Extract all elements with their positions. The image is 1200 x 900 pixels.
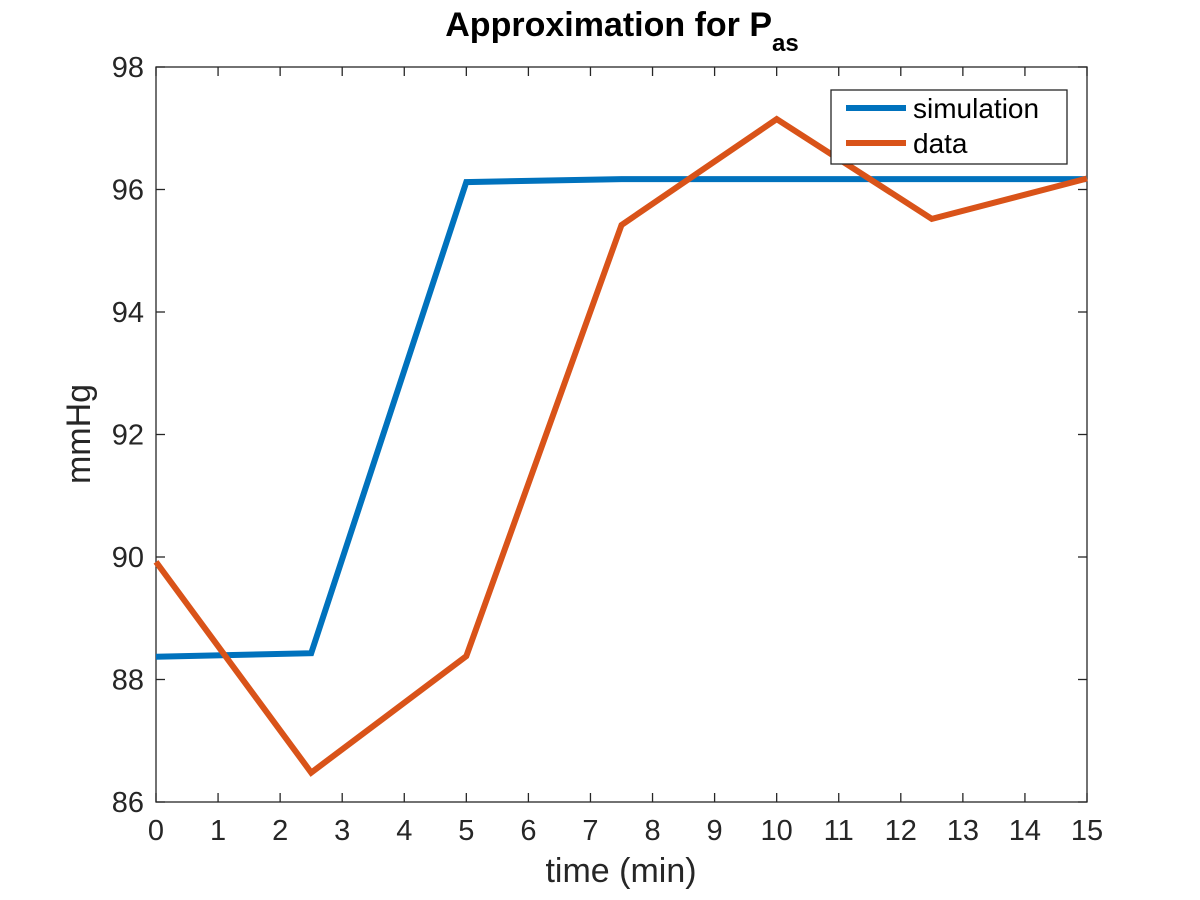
y-tick-label: 98: [112, 52, 144, 84]
x-tick-label: 13: [947, 815, 979, 847]
y-axis-label: mmHg: [60, 384, 98, 484]
x-tick-label: 2: [272, 815, 288, 847]
y-tick-label: 94: [112, 297, 144, 329]
x-tick-label: 15: [1071, 815, 1103, 847]
chart-title-main: Approximation for P: [445, 6, 772, 44]
x-tick-label: 4: [396, 815, 412, 847]
y-tick-label: 96: [112, 175, 144, 207]
y-tick-label: 92: [112, 420, 144, 452]
legend-box: [830, 89, 1068, 165]
series-line-data: [153, 115, 1088, 777]
x-tick-label: 7: [582, 815, 598, 847]
x-tick-label: 11: [824, 815, 854, 847]
x-tick-label: 0: [148, 815, 164, 847]
x-tick-label: 3: [334, 815, 350, 847]
y-tick-label: 88: [112, 665, 144, 697]
legend-label-data: data: [913, 128, 968, 159]
legend-label-simulation: simulation: [913, 93, 1039, 124]
x-tick-label: 5: [458, 815, 474, 847]
chart-title-subscript: as: [772, 30, 799, 57]
legend: simulation data: [830, 89, 1068, 165]
x-tick-label: 9: [707, 815, 723, 847]
x-tick-label: 6: [520, 815, 536, 847]
x-tick-label: 8: [644, 815, 660, 847]
x-tick-label: 14: [1009, 815, 1041, 847]
series-line-simulation: [155, 176, 1087, 660]
y-tick-label: 86: [112, 787, 144, 819]
series-layer: [153, 115, 1088, 777]
chart-title: Approximation for Pas: [445, 6, 799, 57]
x-axis-label: time (min): [545, 852, 696, 890]
x-tick-label: 1: [210, 815, 226, 847]
x-tick-label: 12: [885, 815, 917, 847]
y-tick-label: 90: [112, 542, 144, 574]
x-tick-label: 10: [761, 815, 793, 847]
